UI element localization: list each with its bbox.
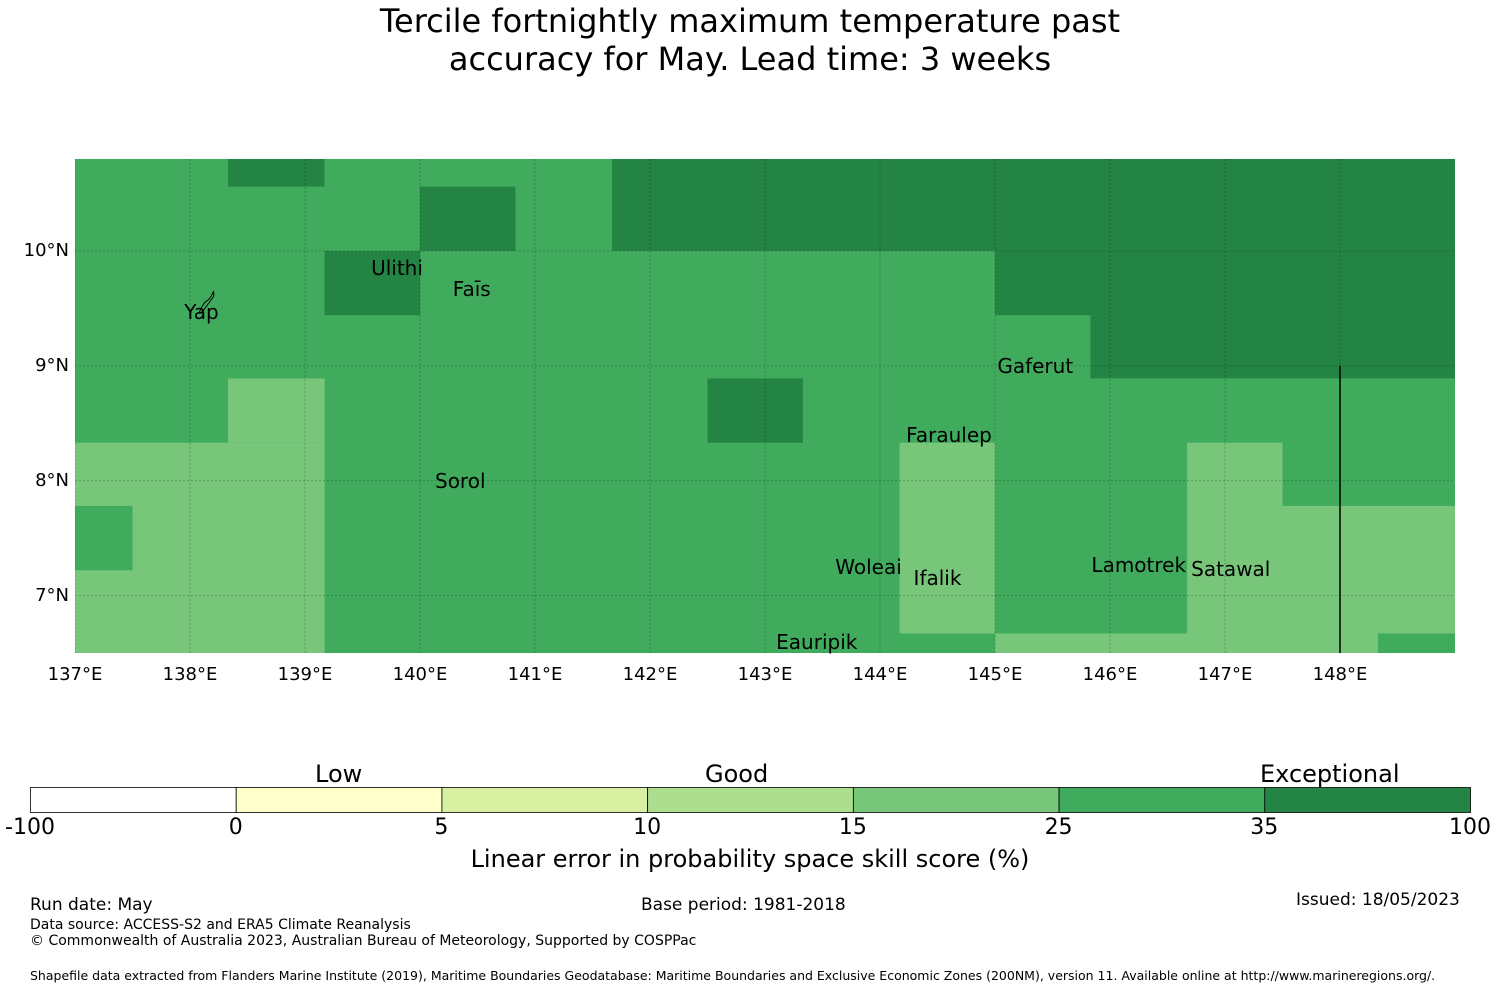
latitude-tick-label: 8°N (35, 469, 69, 491)
colorbar-tick-label: 15 (838, 815, 867, 840)
colorbar-segment (852, 787, 1060, 813)
skill-cell (227, 378, 325, 443)
longitude-tick-label: 148°E (1312, 664, 1368, 685)
copyright: © Commonwealth of Australia 2023, Austra… (30, 933, 697, 949)
category-exceptional: Exceptional (1260, 760, 1400, 788)
skill-cell (324, 250, 420, 316)
category-good: Good (705, 760, 769, 788)
latitude-tick-label: 7°N (35, 584, 69, 606)
latitude-tick-label: 10°N (23, 239, 69, 261)
place-label: Faīs (452, 276, 491, 301)
skill-cell (1090, 315, 1455, 379)
place-label: Ulithi (371, 256, 423, 281)
longitude-tick-label: 147°E (1197, 664, 1253, 685)
colorbar-tick-label: 25 (1044, 815, 1073, 840)
place-label: Lamotrek (1091, 552, 1187, 577)
colorbar-segment (441, 787, 649, 813)
colorbar-tick-label: 35 (1250, 815, 1279, 840)
skill-cell (995, 633, 1188, 653)
colorbar-tick-label: -100 (5, 815, 55, 840)
longitude-tick-label: 146°E (1082, 664, 1138, 685)
colorbar-segment (235, 787, 443, 813)
title-line-1: Tercile fortnightly maximum temperature … (379, 2, 1121, 40)
colorbar-tick-label: 100 (1449, 815, 1491, 840)
colorbar-label: Linear error in probability space skill … (470, 845, 1030, 873)
skill-cell (899, 442, 995, 634)
colorbar-segment (1058, 787, 1266, 813)
data-source: Data source: ACCESS-S2 and ERA5 Climate … (30, 917, 411, 933)
place-label: Woleai (835, 554, 902, 579)
skill-cell (612, 159, 1455, 251)
place-label: Satawal (1191, 557, 1271, 582)
skill-map (75, 159, 1455, 653)
place-label: Gaferut (997, 353, 1074, 378)
colorbar-tick-label: 10 (633, 815, 662, 840)
longitude-tick-label: 143°E (737, 664, 793, 685)
colorbar-tick-label: 5 (434, 815, 449, 840)
skill-cell (75, 505, 133, 571)
latitude-tick-label: 9°N (35, 354, 69, 376)
yap-island-outline (198, 290, 215, 314)
issued-date: Issued: 18/05/2023 (1296, 890, 1460, 910)
colorbar-tick-label: 0 (228, 815, 243, 840)
category-low: Low (315, 760, 363, 788)
longitude-tick-label: 137°E (47, 664, 103, 685)
place-label: Eauripik (776, 629, 858, 654)
skill-cell (227, 159, 325, 187)
skill-cell (1282, 505, 1455, 653)
skill-cell (1377, 633, 1455, 653)
run-date: Run date: May (30, 895, 153, 915)
place-label: Ifalik (913, 566, 962, 591)
skill-cell (1187, 442, 1283, 653)
map-canvas (75, 159, 1455, 653)
longitude-tick-label: 138°E (162, 664, 218, 685)
skill-cell (420, 186, 516, 251)
title-line-2: accuracy for May. Lead time: 3 weeks (448, 40, 1052, 78)
skill-cell (995, 250, 1455, 316)
longitude-tick-label: 141°E (507, 664, 563, 685)
longitude-tick-label: 145°E (967, 664, 1023, 685)
colorbar-segment (30, 787, 237, 813)
base-period: Base period: 1981-2018 (641, 895, 846, 915)
longitude-tick-label: 140°E (392, 664, 448, 685)
chart-title: Tercile fortnightly maximum temperature … (0, 0, 1500, 78)
shapefile-credit: Shapefile data extracted from Flanders M… (30, 968, 1436, 983)
place-label: Faraulep (906, 422, 992, 447)
place-label: Yap (184, 299, 219, 324)
colorbar (30, 787, 1471, 813)
colorbar-segment (1264, 787, 1471, 813)
longitude-tick-label: 144°E (852, 664, 908, 685)
colorbar-segment (647, 787, 854, 813)
place-label: Sorol (434, 468, 486, 493)
skill-cell (707, 378, 803, 443)
longitude-tick-label: 142°E (622, 664, 678, 685)
longitude-tick-label: 139°E (277, 664, 333, 685)
